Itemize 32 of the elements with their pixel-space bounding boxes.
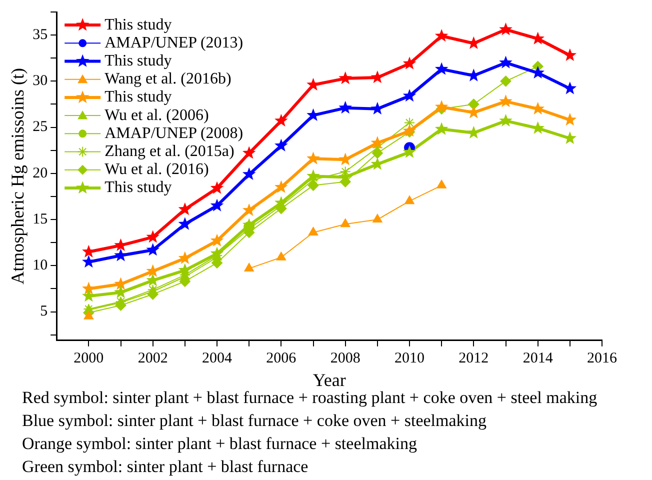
text: Orange symbol: sinter plant + blast furnace + steelmaking — [22, 433, 418, 455]
x-tick-label: 2004 — [202, 350, 233, 366]
y-tick-label: 30 — [32, 73, 48, 90]
legend-label: This study — [104, 179, 172, 196]
x-tick-label: 2000 — [74, 350, 104, 366]
legend-label: Wu et al. (2006) — [104, 106, 209, 124]
legend-label: Wu et al. (2016) — [104, 161, 209, 178]
x-tick-label: 2002 — [138, 350, 168, 366]
x-axis-title: Year — [312, 370, 346, 390]
x-tick-label: 2008 — [330, 350, 360, 366]
legend-label: Zhang et al. (2015a) — [104, 142, 234, 160]
text: Red symbol: sinter plant + blast furnace + roasting plant + coke oven + steel making — [22, 387, 598, 409]
legend-label: Wang et al. (2016b) — [104, 70, 232, 88]
legend-label: This study — [104, 88, 172, 106]
legend-label: AMAP/UNEP (2008) — [104, 124, 244, 142]
y-tick-label: 5 — [40, 304, 48, 320]
legend-label: AMAP/UNEP (2013) — [104, 34, 244, 52]
y-axis-title: Atmospheric Hg emissoins (t) — [8, 68, 28, 284]
text: Blue symbol: sinter plant + blast furnace + coke oven + steelmaking — [22, 410, 488, 432]
y-tick-label: 35 — [32, 27, 48, 43]
x-tick-label: 2014 — [522, 350, 554, 366]
text: Green symbol: sinter plant + blast furnace — [22, 456, 310, 478]
y-tick-label: 10 — [32, 258, 48, 274]
y-tick-label: 25 — [32, 119, 48, 136]
legend-label: This study — [104, 16, 172, 34]
y-tick-label: 20 — [32, 165, 48, 182]
x-tick-label: 2010 — [394, 350, 425, 366]
legend-label: This study — [104, 52, 172, 70]
x-tick-label: 2016 — [587, 350, 618, 366]
x-tick-label: 2012 — [458, 350, 489, 366]
y-tick-label: 15 — [32, 211, 48, 228]
x-tick-label: 2006 — [266, 350, 297, 366]
